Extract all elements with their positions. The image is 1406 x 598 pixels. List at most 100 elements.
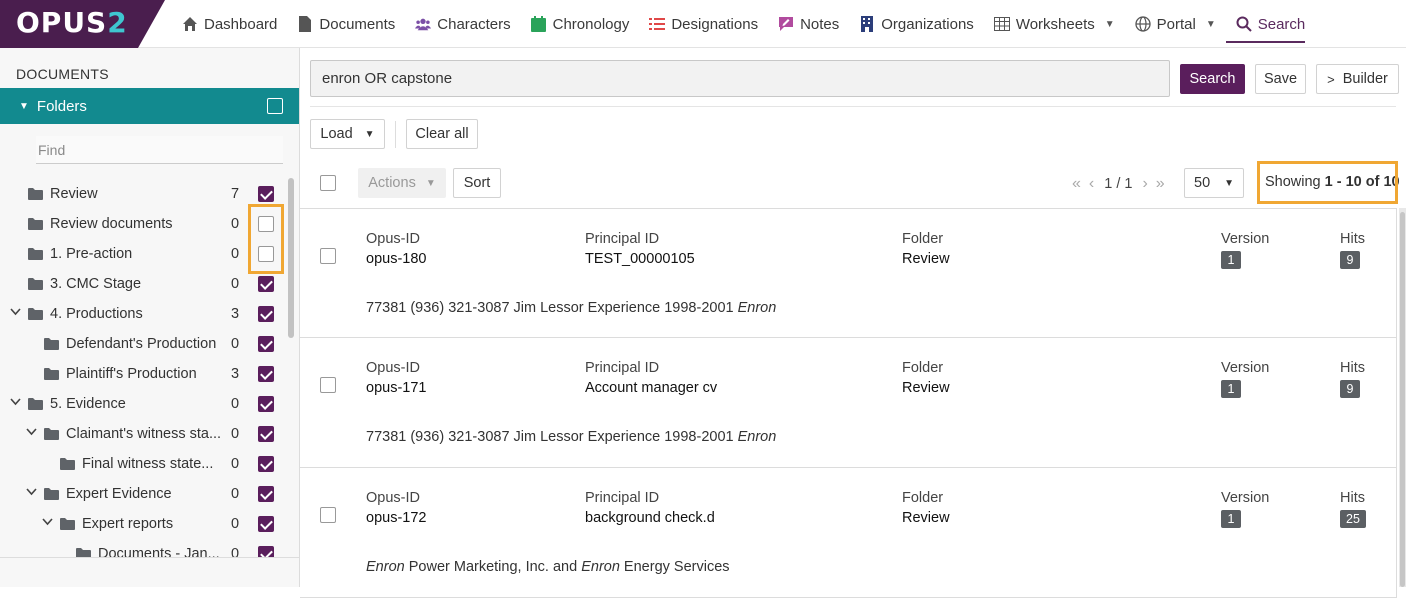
clear-all-button[interactable]: Clear all: [406, 119, 478, 149]
caret-down-icon: ▼: [19, 100, 29, 112]
field-label: Folder: [902, 231, 944, 247]
folder-checkbox[interactable]: [258, 306, 274, 322]
folder-checkbox[interactable]: [258, 366, 274, 382]
nav-label: Designations: [671, 15, 759, 33]
folder-name: 4. Productions: [50, 306, 143, 322]
folder-icon: [28, 248, 43, 264]
folder-tree-item[interactable]: Expert Evidence 0: [0, 479, 286, 509]
nav-organizations[interactable]: Organizations: [849, 0, 984, 48]
nav-label: Worksheets: [1015, 15, 1095, 33]
field-value: TEST_00000105: [585, 251, 695, 267]
folder-checkbox[interactable]: [258, 456, 274, 472]
home-icon: [182, 16, 198, 32]
result-checkbox[interactable]: [320, 248, 336, 264]
folder-checkbox[interactable]: [258, 216, 274, 232]
field-folder: Folder Review: [902, 231, 950, 267]
field-folder: Folder Review: [902, 490, 950, 526]
folder-icon: [28, 398, 43, 414]
folder-tree-item[interactable]: 3. CMC Stage 0: [0, 269, 286, 299]
folder-name: 1. Pre-action: [50, 246, 133, 262]
nav-chronology[interactable]: Chronology: [521, 0, 640, 48]
first-page-icon[interactable]: «: [1072, 175, 1081, 192]
field-version: Version 1: [1221, 360, 1269, 398]
folder-tree-item[interactable]: Expert reports 0: [0, 509, 286, 539]
result-checkbox[interactable]: [320, 507, 336, 523]
next-page-icon[interactable]: ›: [1142, 175, 1148, 192]
folder-checkbox[interactable]: [258, 426, 274, 442]
nav-label: Search: [1257, 15, 1306, 33]
chevron-down-icon[interactable]: [10, 307, 21, 319]
builder-label: Builder: [1342, 71, 1388, 87]
chevron-down-icon[interactable]: [26, 487, 37, 499]
field-principal-id: Principal ID Account manager cv: [585, 360, 717, 396]
search-button[interactable]: Search: [1180, 64, 1245, 94]
folder-tree-item[interactable]: 1. Pre-action 0: [0, 239, 286, 269]
opus2-logo[interactable]: OPUS2: [0, 0, 165, 48]
nav-documents[interactable]: Documents: [287, 0, 405, 48]
chevron-down-icon[interactable]: [26, 427, 37, 439]
save-button[interactable]: Save: [1255, 64, 1306, 94]
nav-label: Characters: [437, 15, 511, 33]
highlight-box-unchecked: [248, 204, 284, 274]
nav-label: Notes: [800, 15, 840, 33]
caret-down-icon: ▼: [1205, 18, 1216, 30]
globe-icon: [1134, 16, 1151, 32]
folder-checkbox[interactable]: [258, 336, 274, 352]
nav-portal[interactable]: Portal ▼: [1125, 0, 1226, 48]
showing-prefix: Showing: [1265, 174, 1325, 190]
snippet-highlight: Enron: [581, 559, 620, 575]
field-principal-id: Principal ID TEST_00000105: [585, 231, 695, 267]
snippet-text: Energy Services: [619, 559, 730, 575]
nav-search[interactable]: Search: [1225, 0, 1316, 48]
results-scrollbar[interactable]: [1399, 208, 1406, 587]
folder-checkbox[interactable]: [258, 276, 274, 292]
folder-tree-item[interactable]: Review documents 0: [0, 209, 286, 239]
folder-find-input[interactable]: [36, 136, 283, 164]
folder-checkbox[interactable]: [258, 246, 274, 262]
folder-tree-item[interactable]: Final witness state... 0: [0, 449, 286, 479]
last-page-icon[interactable]: »: [1155, 175, 1165, 192]
nav-dashboard[interactable]: Dashboard: [182, 0, 287, 48]
folders-label: Folders: [36, 97, 87, 115]
sort-button[interactable]: Sort: [453, 168, 501, 198]
folder-tree-item[interactable]: Claimant's witness sta... 0: [0, 419, 286, 449]
folder-tree-item[interactable]: Plaintiff's Production 3: [0, 359, 286, 389]
chevron-down-icon[interactable]: [10, 397, 21, 409]
nav-notes[interactable]: Notes: [768, 0, 849, 48]
field-label: Version: [1221, 360, 1270, 376]
chevron-down-icon[interactable]: [42, 517, 53, 529]
folders-select-all-checkbox[interactable]: [267, 98, 283, 114]
field-hits: Hits 25: [1340, 490, 1366, 528]
field-folder: Folder Review: [902, 360, 950, 396]
folders-header[interactable]: ▼ Folders: [0, 88, 299, 124]
folder-tree-item[interactable]: 4. Productions 3: [0, 299, 286, 329]
nav-characters[interactable]: Characters: [405, 0, 520, 48]
search-query-input[interactable]: [310, 60, 1170, 97]
builder-button[interactable]: > Builder: [1316, 64, 1399, 94]
sidebar-scrollbar[interactable]: [288, 178, 294, 338]
folder-checkbox[interactable]: [258, 516, 274, 532]
prev-page-icon[interactable]: ‹: [1088, 175, 1095, 192]
folder-icon: [44, 368, 59, 384]
folder-checkbox[interactable]: [258, 396, 274, 412]
folder-tree-item[interactable]: Review 7: [0, 179, 286, 209]
nav-designations[interactable]: Designations: [639, 0, 768, 48]
field-label: Opus-ID: [366, 490, 420, 506]
result-checkbox[interactable]: [320, 377, 336, 393]
field-version: Version 1: [1221, 490, 1269, 528]
results-list: Opus-ID opus-180 Principal ID TEST_00000105…: [300, 208, 1397, 598]
load-dropdown[interactable]: Load ▼: [310, 119, 385, 149]
folder-tree-item[interactable]: Defendant's Production 0: [0, 329, 286, 359]
select-all-checkbox[interactable]: [320, 175, 336, 191]
result-row[interactable]: Opus-ID opus-172 Principal ID background ch…: [300, 468, 1397, 598]
folder-checkbox[interactable]: [258, 486, 274, 502]
folder-name: Final witness state...: [82, 456, 214, 472]
per-page-select[interactable]: 50 ▼: [1184, 168, 1244, 198]
nav-worksheets[interactable]: Worksheets ▼: [984, 0, 1125, 48]
result-row[interactable]: Opus-ID opus-171 Principal ID Account manag…: [300, 338, 1397, 468]
result-row[interactable]: Opus-ID opus-180 Principal ID TEST_00000105…: [300, 208, 1397, 338]
folder-tree-item[interactable]: 5. Evidence 0: [0, 389, 286, 419]
actions-dropdown[interactable]: Actions ▼: [358, 168, 446, 198]
actions-label: Actions: [368, 175, 416, 191]
folder-checkbox[interactable]: [258, 186, 274, 202]
